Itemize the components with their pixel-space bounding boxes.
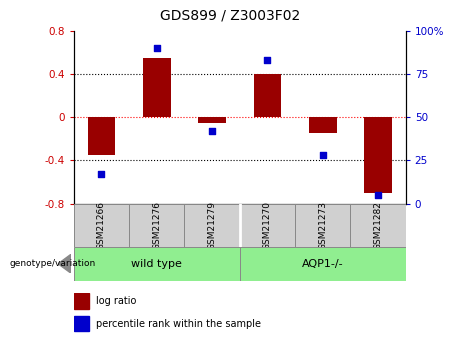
Text: GSM21273: GSM21273 <box>318 200 327 250</box>
Point <box>208 128 216 134</box>
Bar <box>254 74 281 117</box>
Bar <box>74 247 240 281</box>
Bar <box>364 117 392 193</box>
Text: log ratio: log ratio <box>96 296 137 306</box>
Text: genotype/variation: genotype/variation <box>9 259 95 268</box>
Text: GSM21266: GSM21266 <box>97 200 106 250</box>
Bar <box>240 247 406 281</box>
Text: GSM21279: GSM21279 <box>207 200 217 250</box>
Text: GDS899 / Z3003F02: GDS899 / Z3003F02 <box>160 9 301 23</box>
Bar <box>129 204 184 247</box>
Bar <box>184 204 240 247</box>
Bar <box>295 204 350 247</box>
Text: percentile rank within the sample: percentile rank within the sample <box>96 319 261 329</box>
Bar <box>350 204 406 247</box>
Bar <box>74 204 129 247</box>
Bar <box>240 204 295 247</box>
Point <box>153 46 160 51</box>
Point <box>319 152 326 158</box>
Polygon shape <box>58 254 71 273</box>
Text: GSM21276: GSM21276 <box>152 200 161 250</box>
Bar <box>143 58 171 117</box>
Bar <box>74 316 89 331</box>
Bar <box>309 117 337 134</box>
Bar <box>74 293 89 309</box>
Text: GSM21270: GSM21270 <box>263 200 272 250</box>
Point <box>374 192 382 198</box>
Text: AQP1-/-: AQP1-/- <box>302 259 343 269</box>
Point <box>264 58 271 63</box>
Bar <box>198 117 226 123</box>
Text: wild type: wild type <box>131 259 182 269</box>
Bar <box>88 117 115 155</box>
Text: GSM21282: GSM21282 <box>373 201 383 249</box>
Point <box>98 171 105 177</box>
